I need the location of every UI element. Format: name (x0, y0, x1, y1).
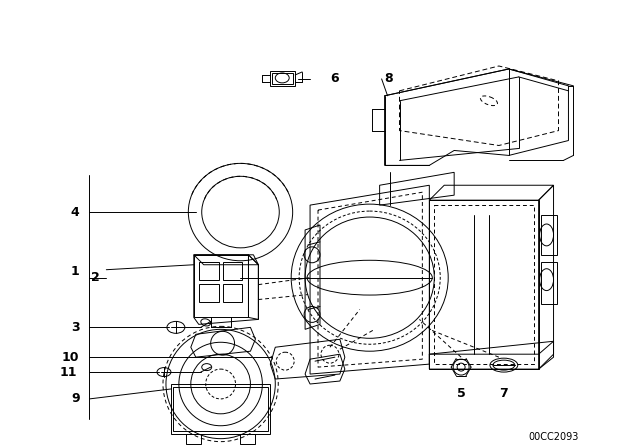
Text: 5: 5 (457, 388, 465, 401)
Text: 11: 11 (60, 366, 77, 379)
Text: 9: 9 (71, 392, 79, 405)
Text: 8: 8 (385, 73, 393, 86)
Text: 3: 3 (71, 321, 79, 334)
Text: 6: 6 (330, 73, 339, 86)
Text: 4: 4 (71, 206, 79, 219)
Text: 1: 1 (71, 265, 79, 278)
Text: 7: 7 (499, 388, 508, 401)
Text: 2: 2 (91, 271, 99, 284)
Text: 00CC2093: 00CC2093 (528, 432, 579, 442)
Text: 10: 10 (62, 351, 79, 364)
